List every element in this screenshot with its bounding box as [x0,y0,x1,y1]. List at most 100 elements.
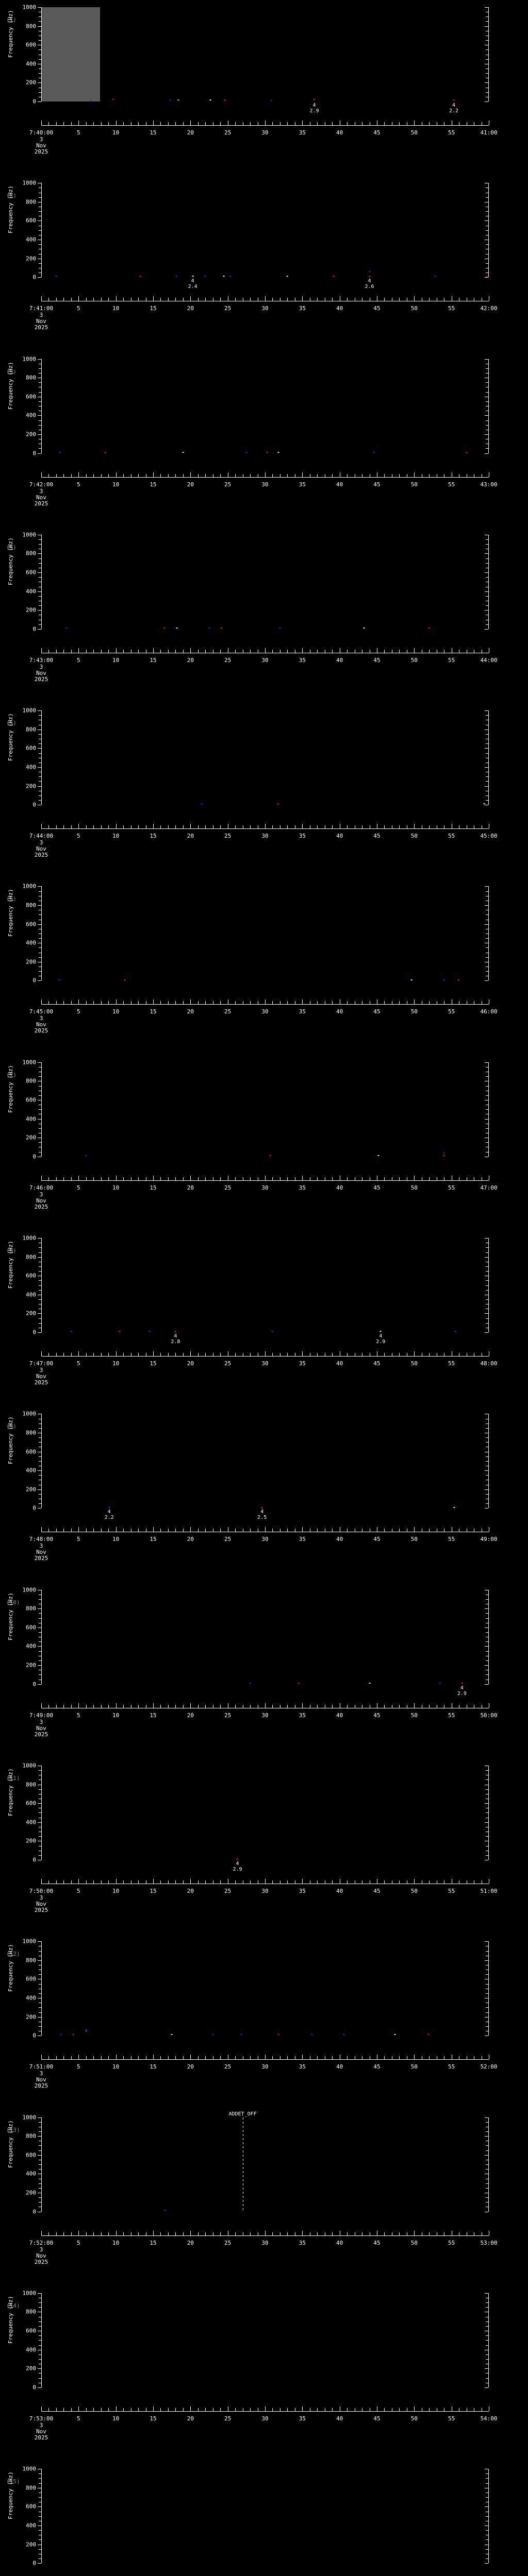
y-axis-tick [486,743,488,744]
x-axis-tick [384,1001,385,1005]
y-axis-tick [39,401,41,402]
event-label-line1: 4 [260,1509,264,1515]
panel-number: (2) [6,192,16,199]
vertical-marker-label: ADDET_OFF [228,2111,257,2117]
x-axis-tick [86,1177,87,1180]
x-axis-tick [265,296,266,301]
x-axis-tick [108,1177,109,1180]
x-axis-tick [63,2408,64,2411]
x-axis-tick-label: 45 [373,1360,381,1367]
x-axis-tick [116,296,117,301]
x-axis-tick [48,649,50,653]
y-axis-tick [486,2539,488,2540]
x-axis-tick [235,473,236,477]
x-axis-tick [175,1704,176,1708]
y-axis-tick [485,2136,488,2137]
x-axis-tick-label: 5 [77,481,80,488]
x-axis-tick-label: 50 [410,1360,418,1367]
y-axis-tick [486,2530,488,2531]
x-axis-tick [220,1529,221,1532]
x-axis-tick [302,1703,303,1708]
x-axis-tick [265,1703,266,1708]
x-axis-tick [287,649,288,653]
y-axis-tick [39,1494,41,1495]
y-axis-tick [485,1822,488,1823]
y-axis-tick [39,1109,41,1110]
x-axis-tick [183,2408,184,2411]
event-dot [204,276,206,277]
y-axis-tick [485,886,488,887]
x-axis-tick-label: 10 [112,1184,120,1191]
y-axis-tick [38,905,41,906]
event-marker [269,1155,271,1156]
date-line: 2025 [34,2434,48,2441]
x-axis [41,121,489,126]
x-axis-tick-label: 50 [410,2239,418,2246]
y-axis-tick [486,1641,488,1642]
x-axis-tick [287,825,288,829]
y-axis-tick [39,1789,41,1790]
date-line: 3 [39,136,43,143]
x-axis-tick-label: 5 [77,2239,80,2246]
event-label-line2: 2.9 [457,1690,467,1697]
y-axis-tick [39,2539,41,2540]
y-axis-tick [39,544,41,545]
y-axis-tick-label: 0 [32,1329,36,1336]
spectrogram-panel: (15)Frequency (Hz)020040060080010007:54:… [0,2462,528,2576]
event-dot [369,276,371,277]
event-marker [461,1682,463,1684]
x-axis-tick-label: 5 [77,1711,80,1719]
y-axis-tick [38,1608,41,1609]
event-dot [220,628,222,629]
x-axis-tick-label: 45 [373,129,381,136]
y-axis-tick [39,914,41,916]
x-axis-tick-label: 40 [336,1184,343,1191]
event-dot [224,99,226,101]
y-axis-title: Frequency (Hz) [7,1592,14,1640]
x-axis-tick [160,1704,161,1708]
x-axis-tick [48,122,50,125]
x-axis-tick [332,122,333,125]
y-axis-title: Frequency (Hz) [7,1944,14,1992]
y-axis-tick-label: 1000 [22,1762,37,1769]
event-magnitude-label: 4 2.2 [449,103,458,114]
x-axis-tick [384,1880,385,1884]
y-axis-tick [39,2183,41,2184]
x-axis [41,1351,489,1357]
x-axis-tick-label: 25 [224,2239,232,2246]
x-axis-tick-label: 40 [336,2415,343,2422]
y-axis-tick [39,2359,41,2360]
x-axis-tick [41,648,42,653]
x-axis-tick-label: 55 [448,1184,455,1191]
x-axis-tick-label: 5 [77,1184,80,1191]
x-axis-tick [332,2056,333,2060]
x-axis-tick [414,1351,415,1357]
y-axis-tick [486,776,488,777]
y-axis-tick [39,1456,41,1457]
x-axis-tick [250,825,251,829]
y-axis-tick [39,1076,41,1077]
y-axis-tick [39,2122,41,2123]
x-axis-tick [197,298,199,301]
event-dot [333,276,335,277]
x-axis-tick-label: 40 [336,1008,343,1015]
y-axis-tick-label: 800 [26,902,36,909]
y-axis-tick [39,743,41,744]
x-axis-tick [235,1177,236,1180]
x-axis-start-label: 7:43:00 [29,656,54,664]
y-axis-tick [39,1151,41,1153]
y-axis-tick [485,277,488,278]
y-axis-right [485,359,489,454]
x-axis-tick-label: 25 [224,481,232,488]
x-axis-tick [384,473,385,477]
event-marker [85,2029,87,2030]
x-axis-tick [78,1527,79,1532]
y-axis-tick [38,610,41,611]
event-magnitude-label: 4 2.4 [188,278,197,290]
y-axis-tick [486,40,488,41]
x-axis-tick [41,121,42,125]
x-axis-tick [123,2056,124,2060]
y-axis-tick [485,7,488,8]
y-axis-tick [485,905,488,906]
x-axis-tick [302,121,303,125]
